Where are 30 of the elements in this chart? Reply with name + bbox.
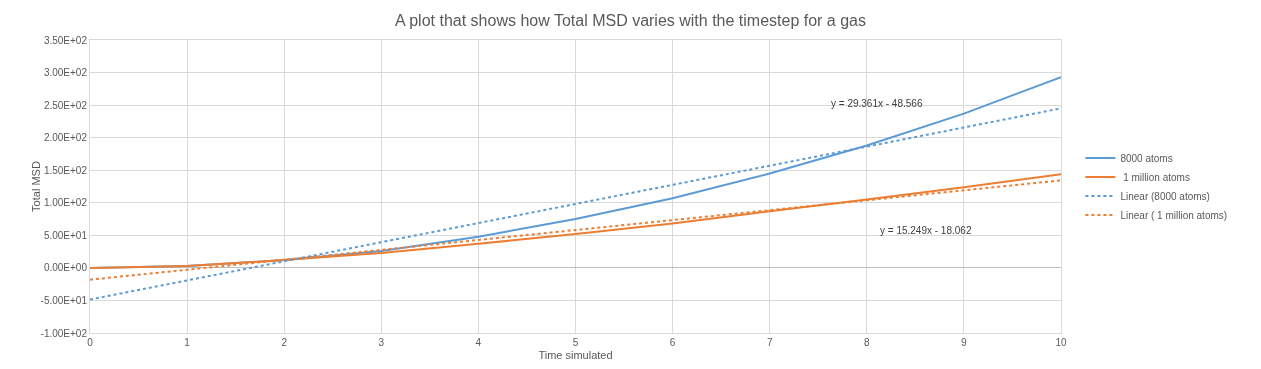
annotation: y = 29.361x - 48.566 (831, 98, 923, 109)
y-tick-label: -1.00E+02 (40, 327, 88, 339)
x-tick-label: 9 (961, 337, 968, 348)
x-tick-label: 6 (669, 337, 676, 348)
x-tick-label: 10 (1055, 337, 1067, 348)
y-tick-label: -5.00E+01 (40, 294, 88, 306)
y-tick-label: 5.00E+01 (43, 229, 88, 241)
x-tick-label: 5 (572, 337, 579, 348)
y-tick-label: 2.50E+02 (43, 99, 88, 111)
x-tick-label: 4 (475, 337, 482, 348)
x-tick-label: 0 (87, 337, 94, 348)
x-tick-label: 2 (281, 337, 288, 348)
y-tick-label: 3.00E+02 (43, 67, 88, 79)
x-axis-title: Time simulated (538, 349, 613, 362)
x-tick-label: 8 (864, 337, 871, 348)
legend-label: 8000 atoms (1120, 152, 1173, 164)
y-axis-title: Total MSD (29, 161, 42, 212)
x-tick-label: 7 (766, 337, 773, 348)
x-tick-label: 3 (378, 337, 385, 348)
legend-label: Linear (8000 atoms) (1120, 190, 1210, 202)
y-tick-label: 3.50E+02 (43, 34, 88, 46)
x-tick-label: 1 (184, 337, 191, 348)
annotation: y = 15.249x - 18.062 (880, 225, 972, 236)
y-tick-label: 1.50E+02 (43, 164, 88, 176)
y-tick-label: 0.00E+00 (43, 262, 88, 274)
y-tick-label: 2.00E+02 (43, 132, 88, 144)
chart-title: A plot that shows how Total MSD varies with the timestep for a gas (394, 11, 867, 29)
legend-label: Linear ( 1 million atoms) (1120, 209, 1228, 221)
legend-label: 1 million atoms (1120, 171, 1190, 183)
y-tick-label: 1.00E+02 (43, 197, 88, 209)
